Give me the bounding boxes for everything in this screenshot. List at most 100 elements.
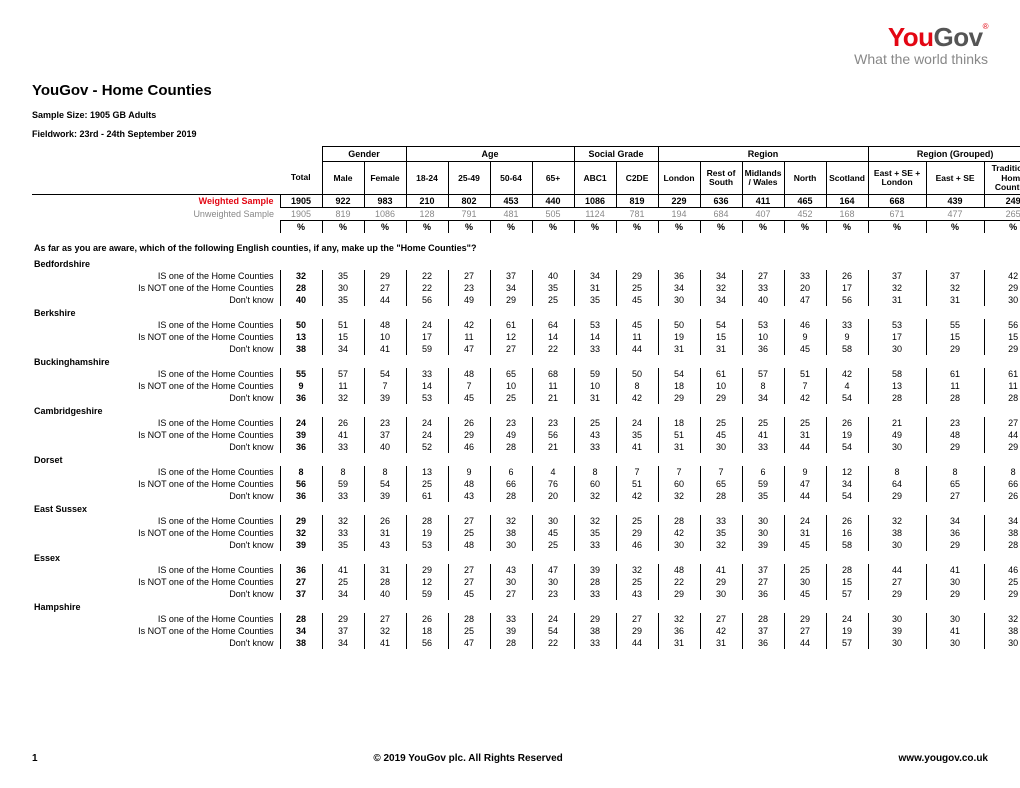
data-cell: 46 <box>616 539 658 551</box>
data-cell: 15 <box>322 331 364 343</box>
group-header: Age <box>406 147 574 162</box>
data-cell: 27 <box>616 613 658 625</box>
data-cell: 40 <box>364 588 406 600</box>
data-cell: 34 <box>742 392 784 404</box>
data-cell: 25 <box>742 417 784 429</box>
data-cell: 42 <box>984 270 1020 282</box>
data-cell: 18 <box>406 625 448 637</box>
data-cell: 33 <box>490 613 532 625</box>
data-cell: 26 <box>826 270 868 282</box>
data-cell: 20 <box>784 282 826 294</box>
data-cell: 56 <box>984 319 1020 331</box>
data-cell: 59 <box>406 343 448 355</box>
row-label: Is NOT one of the Home Counties <box>32 380 280 392</box>
data-cell: 11 <box>616 331 658 343</box>
weighted-cell: 210 <box>406 195 448 208</box>
data-cell: 30 <box>532 576 574 588</box>
data-cell: 32 <box>490 515 532 527</box>
weighted-cell: 983 <box>364 195 406 208</box>
data-cell: 30 <box>700 441 742 453</box>
weighted-cell: 636 <box>700 195 742 208</box>
data-cell: 53 <box>868 319 926 331</box>
data-cell: 54 <box>364 478 406 490</box>
data-cell: 29 <box>926 588 984 600</box>
data-cell: 41 <box>364 343 406 355</box>
data-cell: 21 <box>532 392 574 404</box>
data-cell: 48 <box>926 429 984 441</box>
data-cell: 28 <box>742 613 784 625</box>
data-cell: 31 <box>868 294 926 306</box>
data-cell: 27 <box>490 588 532 600</box>
data-cell: 35 <box>574 527 616 539</box>
data-cell: 36 <box>280 564 322 576</box>
data-cell: 34 <box>490 282 532 294</box>
data-cell: 43 <box>616 588 658 600</box>
data-cell: 29 <box>868 588 926 600</box>
data-cell: 28 <box>826 564 868 576</box>
data-cell: 30 <box>926 613 984 625</box>
column-header: London <box>658 162 700 195</box>
data-cell: 28 <box>490 441 532 453</box>
data-cell: 7 <box>784 380 826 392</box>
data-cell: 64 <box>868 478 926 490</box>
data-cell: 46 <box>984 564 1020 576</box>
unweighted-cell: 1905 <box>280 208 322 221</box>
data-cell: 44 <box>784 490 826 502</box>
data-cell: 50 <box>280 319 322 331</box>
data-cell: 48 <box>658 564 700 576</box>
data-cell: 27 <box>742 270 784 282</box>
data-cell: 28 <box>984 539 1020 551</box>
data-cell: 25 <box>984 576 1020 588</box>
data-cell: 32 <box>984 613 1020 625</box>
data-cell: 65 <box>490 368 532 380</box>
data-cell: 32 <box>574 515 616 527</box>
data-cell: 32 <box>658 490 700 502</box>
data-cell: 9 <box>280 380 322 392</box>
data-cell: 29 <box>700 392 742 404</box>
row-label: IS one of the Home Counties <box>32 466 280 478</box>
weighted-cell: 1086 <box>574 195 616 208</box>
data-cell: 26 <box>322 417 364 429</box>
data-cell: 36 <box>742 343 784 355</box>
data-cell: 14 <box>406 380 448 392</box>
data-cell: 41 <box>616 441 658 453</box>
data-cell: 29 <box>658 588 700 600</box>
data-cell: 15 <box>826 576 868 588</box>
data-cell: 28 <box>926 392 984 404</box>
data-cell: 27 <box>490 343 532 355</box>
data-cell: 33 <box>742 441 784 453</box>
data-cell: 59 <box>574 368 616 380</box>
data-cell: 28 <box>490 637 532 649</box>
data-cell: 28 <box>868 392 926 404</box>
data-cell: 33 <box>322 490 364 502</box>
data-cell: 10 <box>742 331 784 343</box>
data-cell: 38 <box>574 625 616 637</box>
column-header: East + SE <box>926 162 984 195</box>
column-header: ABC1 <box>574 162 616 195</box>
logo: YouGov® What the world thinks <box>854 22 988 67</box>
data-cell: 22 <box>532 637 574 649</box>
data-cell: 54 <box>826 441 868 453</box>
data-cell: 8 <box>574 466 616 478</box>
data-cell: 38 <box>984 527 1020 539</box>
data-cell: 44 <box>784 637 826 649</box>
unweighted-cell: 1124 <box>574 208 616 221</box>
data-cell: 27 <box>742 576 784 588</box>
unweighted-cell: 407 <box>742 208 784 221</box>
data-cell: 55 <box>280 368 322 380</box>
data-cell: 29 <box>616 625 658 637</box>
data-cell: 44 <box>364 294 406 306</box>
row-label: Is NOT one of the Home Counties <box>32 576 280 588</box>
data-cell: 19 <box>826 429 868 441</box>
row-label: Don't know <box>32 588 280 600</box>
data-cell: 11 <box>448 331 490 343</box>
data-cell: 30 <box>868 441 926 453</box>
data-cell: 64 <box>532 319 574 331</box>
data-cell: 30 <box>322 282 364 294</box>
data-cell: 23 <box>490 417 532 429</box>
data-cell: 34 <box>280 625 322 637</box>
data-cell: 15 <box>926 331 984 343</box>
data-cell: 42 <box>448 319 490 331</box>
data-cell: 8 <box>742 380 784 392</box>
data-cell: 50 <box>616 368 658 380</box>
